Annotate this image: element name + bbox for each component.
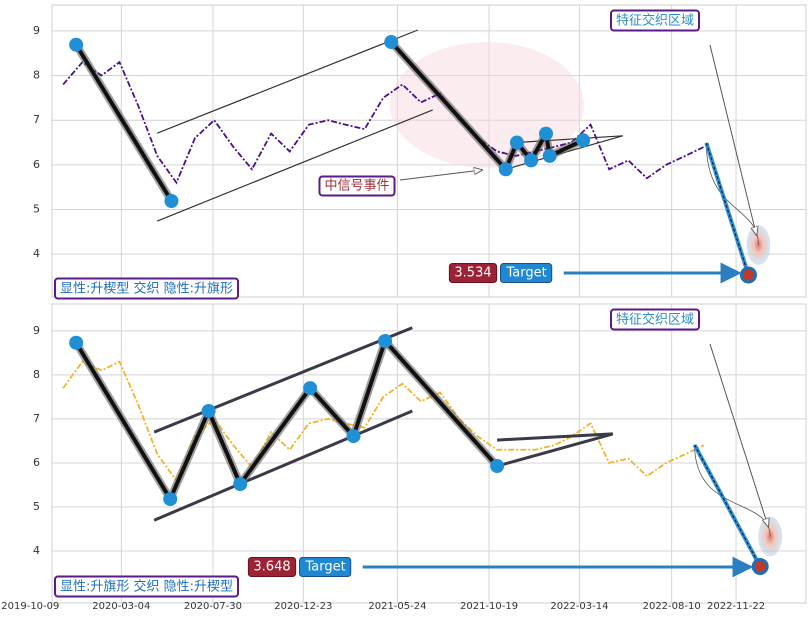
pattern-line — [74, 338, 499, 502]
plot-area — [51, 303, 807, 604]
target-glow — [758, 516, 783, 557]
channel-line — [157, 109, 433, 222]
annotation-box — [54, 277, 240, 300]
y-tick-label: 5 — [33, 202, 40, 215]
target-point — [751, 558, 769, 576]
x-tick-label: 2021-05-24 — [368, 601, 426, 612]
pattern-point — [346, 429, 361, 444]
pattern-point — [201, 404, 216, 419]
pattern-point — [490, 459, 505, 474]
target-line-core — [694, 444, 761, 567]
price-line — [62, 360, 705, 483]
plot-area — [51, 4, 807, 298]
annotation-text: 3.534 — [454, 266, 491, 281]
pattern-point — [163, 492, 178, 507]
annotation-box — [247, 557, 297, 577]
annotation-box — [609, 308, 701, 331]
highlight-region — [390, 42, 584, 168]
pattern-point — [164, 194, 179, 209]
annotation-text: 显性:升楔型 交织 隐性:升旗形 — [60, 281, 233, 297]
pattern-point — [524, 153, 539, 168]
x-tick-label: 2021-10-19 — [460, 601, 518, 612]
y-tick-label: 4 — [33, 544, 40, 557]
signal-arrow — [399, 170, 482, 181]
y-tick-label: 8 — [33, 69, 40, 82]
annotation-box — [500, 263, 553, 283]
annotation-text: 中信号事件 — [324, 179, 389, 194]
x-tick-label: 2022-11-22 — [707, 601, 765, 612]
x-tick-label: 2022-03-14 — [550, 601, 608, 612]
y-tick-label: 7 — [33, 113, 40, 126]
target-point — [739, 266, 757, 284]
annotation-box — [318, 175, 396, 197]
x-tick-label: 2020-12-23 — [274, 601, 332, 612]
annotation-box — [448, 263, 498, 283]
pattern-point — [303, 381, 318, 396]
x-tick-label: 2020-03-04 — [92, 601, 150, 612]
annotation-box — [299, 557, 352, 577]
target-line-core — [705, 142, 749, 276]
y-tick-label: 4 — [33, 247, 40, 260]
y-tick-label: 9 — [33, 24, 40, 37]
annotation-box — [54, 575, 240, 598]
channel-line — [496, 432, 614, 468]
y-tick-label: 6 — [33, 158, 40, 171]
region-arrow — [709, 44, 756, 235]
pattern-point — [69, 37, 84, 52]
y-tick-label: 5 — [33, 500, 40, 513]
pattern-line — [74, 43, 174, 203]
annotation-text: 显性:升旗形 交织 隐性:升楔型 — [60, 579, 233, 595]
channel-line — [516, 135, 623, 144]
pattern-point — [498, 162, 513, 177]
y-tick-label: 6 — [33, 456, 40, 469]
target-glow — [746, 224, 771, 265]
pattern-point — [384, 35, 399, 50]
pattern-point — [542, 148, 557, 163]
y-tick-label: 7 — [33, 412, 40, 425]
pattern-point — [378, 333, 393, 348]
annotation-text: Target — [305, 560, 346, 575]
pattern-point — [69, 335, 84, 350]
y-tick-label: 8 — [33, 368, 40, 381]
region-arrow — [709, 343, 768, 527]
price-line — [62, 60, 705, 185]
x-tick-label: 2019-10-09 — [1, 601, 59, 612]
channel-line — [153, 409, 413, 522]
annotation-text: 特征交织区域 — [616, 312, 694, 328]
channel-line — [153, 326, 413, 434]
channel-line — [497, 432, 613, 442]
pattern-point — [509, 135, 524, 150]
pattern-point — [539, 126, 553, 141]
x-tick-label: 2020-07-30 — [184, 601, 242, 612]
annotation-text: 特征交织区域 — [616, 13, 694, 29]
annotation-text: 3.648 — [253, 560, 290, 575]
annotation-box — [609, 9, 701, 32]
y-tick-label: 9 — [33, 324, 40, 337]
channel-line — [157, 29, 419, 134]
pattern-point — [576, 133, 591, 148]
x-tick-label: 2022-08-10 — [643, 601, 701, 612]
annotation-text: Target — [506, 266, 547, 281]
pattern-point — [233, 477, 248, 492]
